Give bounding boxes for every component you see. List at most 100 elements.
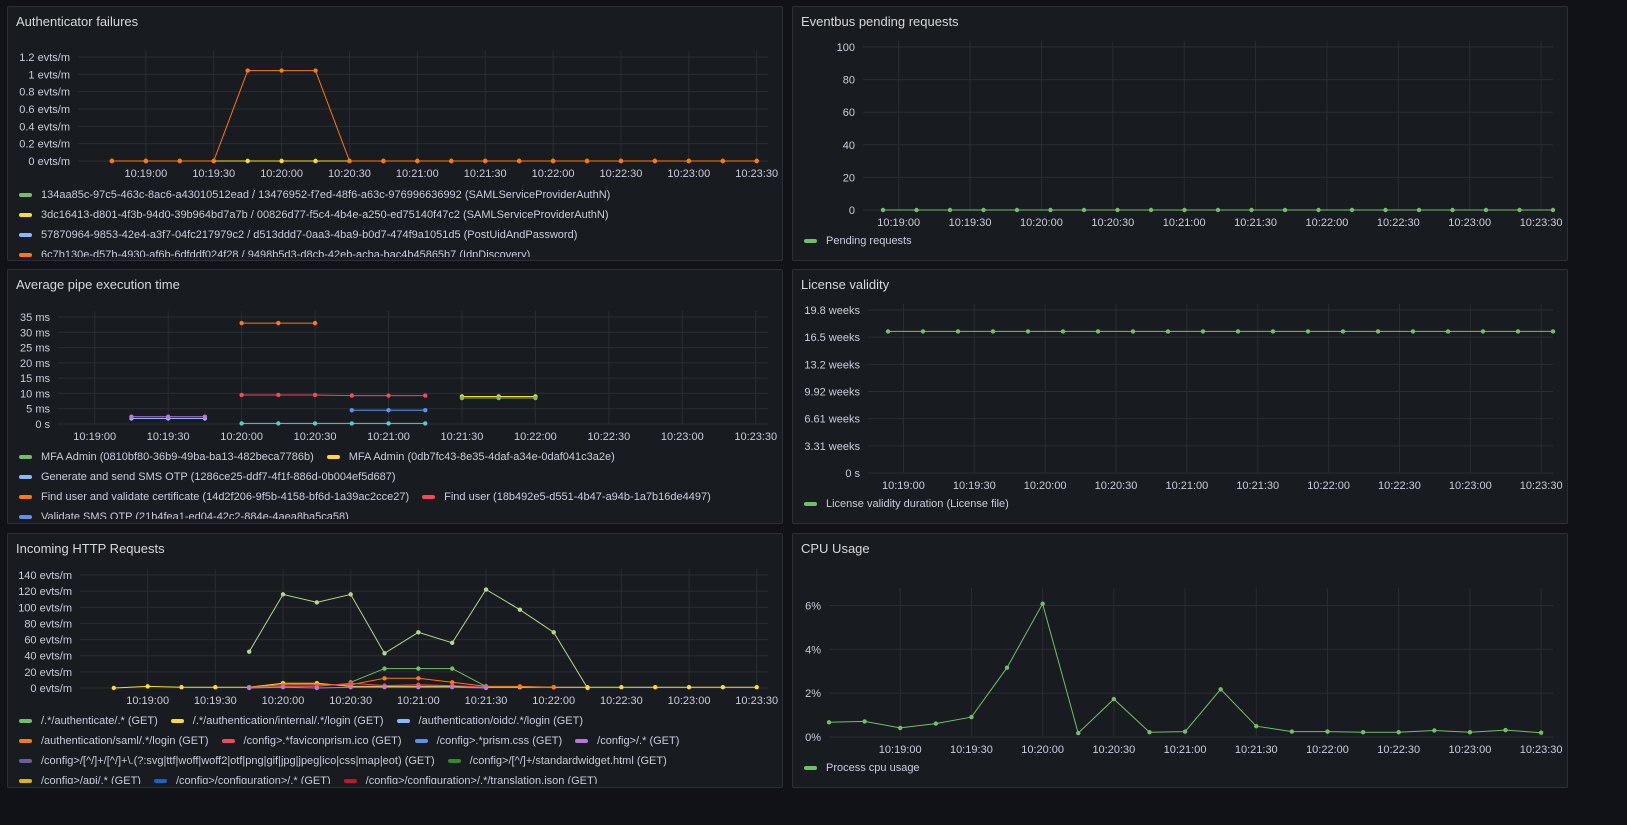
data-point[interactable] — [1081, 207, 1087, 213]
data-point[interactable] — [280, 684, 286, 690]
data-point[interactable] — [496, 395, 501, 401]
data-point[interactable] — [517, 607, 523, 612]
data-point[interactable] — [313, 68, 318, 73]
data-point[interactable] — [177, 158, 183, 164]
data-point[interactable] — [246, 649, 252, 654]
data-point[interactable] — [349, 393, 354, 398]
data-point[interactable] — [1503, 727, 1508, 733]
data-point[interactable] — [165, 414, 171, 419]
legend-item[interactable]: /config>/configuration>/.* (GET) — [151, 771, 331, 784]
data-point[interactable] — [1249, 207, 1254, 213]
data-point[interactable] — [1416, 207, 1422, 213]
data-point[interactable] — [914, 207, 919, 213]
data-point[interactable] — [386, 393, 391, 398]
data-point[interactable] — [516, 158, 522, 164]
data-point[interactable] — [1325, 729, 1330, 734]
data-point[interactable] — [1305, 329, 1311, 334]
data-point[interactable] — [416, 676, 421, 681]
data-point[interactable] — [1483, 207, 1489, 213]
data-point[interactable] — [880, 207, 886, 213]
legend-item[interactable]: /.*/authenticate/.* (GET) — [16, 711, 158, 731]
data-point[interactable] — [239, 392, 244, 398]
data-point[interactable] — [349, 421, 354, 426]
data-point[interactable] — [312, 421, 318, 426]
data-point[interactable] — [386, 421, 391, 426]
legend-item[interactable]: Pending requests — [801, 231, 912, 251]
legend-item[interactable]: /config>/[^/]+/standardwidget.html (GET) — [445, 751, 667, 771]
data-point[interactable] — [1165, 329, 1171, 334]
data-point[interactable] — [720, 684, 726, 690]
panel-title[interactable]: License validity — [801, 277, 890, 292]
legend-item[interactable]: 3dc16413-d801-4f3b-94d0-39b964bd7a7b / 0… — [16, 205, 609, 225]
series-line[interactable] — [249, 682, 487, 689]
data-point[interactable] — [1340, 329, 1346, 334]
legend-item[interactable]: 134aa85c-97c5-463c-8ac6-a43010512ead / 1… — [16, 185, 610, 205]
data-point[interactable] — [347, 158, 352, 164]
data-point[interactable] — [1289, 729, 1295, 734]
data-point[interactable] — [1111, 696, 1117, 702]
data-point[interactable] — [111, 685, 117, 691]
data-point[interactable] — [1048, 207, 1053, 213]
data-point[interactable] — [1517, 207, 1522, 213]
data-point[interactable] — [1538, 730, 1544, 735]
data-point[interactable] — [312, 392, 318, 398]
data-point[interactable] — [179, 684, 184, 690]
data-point[interactable] — [585, 684, 590, 690]
data-point[interactable] — [348, 684, 353, 690]
data-point[interactable] — [415, 158, 420, 164]
data-point[interactable] — [381, 158, 386, 164]
data-point[interactable] — [720, 158, 725, 164]
data-point[interactable] — [483, 587, 489, 592]
data-point[interactable] — [652, 158, 658, 164]
data-point[interactable] — [969, 714, 974, 720]
data-point[interactable] — [449, 684, 455, 690]
data-point[interactable] — [483, 685, 489, 691]
data-point[interactable] — [1316, 207, 1321, 213]
data-point[interactable] — [382, 676, 387, 681]
legend-item[interactable]: Validate SMS OTP (21b4fea1-ed04-42c2-884… — [16, 507, 349, 519]
series-line[interactable] — [249, 677, 554, 688]
data-point[interactable] — [1445, 329, 1451, 334]
data-point[interactable] — [211, 158, 216, 164]
data-point[interactable] — [416, 630, 421, 635]
data-point[interactable] — [618, 158, 624, 164]
data-point[interactable] — [312, 320, 318, 326]
legend-item[interactable]: /authentication/oidc/.*/login (GET) — [394, 711, 583, 731]
series-line[interactable] — [249, 686, 487, 689]
data-point[interactable] — [517, 684, 523, 689]
data-point[interactable] — [1360, 730, 1366, 735]
data-point[interactable] — [449, 158, 454, 164]
data-point[interactable] — [416, 666, 421, 671]
data-point[interactable] — [109, 158, 115, 164]
legend-item[interactable]: 6c7b130e-d57b-4930-af6b-6dfddf024f28 / 9… — [16, 245, 530, 257]
data-point[interactable] — [483, 158, 488, 164]
data-point[interactable] — [1182, 729, 1188, 734]
legend-item[interactable]: Find user (18b492e5-d551-4b47-a94b-1a7b1… — [419, 487, 711, 507]
data-point[interactable] — [239, 421, 244, 426]
data-point[interactable] — [619, 684, 624, 690]
data-point[interactable] — [239, 320, 244, 326]
legend-item[interactable]: Generate and send SMS OTP (1286ce25-ddf7… — [16, 467, 395, 487]
data-point[interactable] — [314, 600, 320, 605]
legend-item[interactable]: /.*/authentication/internal/.*/login (GE… — [168, 711, 384, 731]
data-point[interactable] — [145, 684, 150, 689]
data-point[interactable] — [1410, 329, 1416, 334]
series-line[interactable] — [113, 682, 757, 689]
data-point[interactable] — [1004, 665, 1010, 670]
data-point[interactable] — [449, 666, 455, 671]
data-point[interactable] — [1218, 687, 1223, 692]
data-point[interactable] — [349, 408, 354, 413]
data-point[interactable] — [947, 207, 953, 213]
data-point[interactable] — [382, 651, 387, 656]
data-point[interactable] — [1270, 329, 1276, 334]
data-point[interactable] — [551, 684, 556, 690]
data-point[interactable] — [584, 158, 590, 164]
data-point[interactable] — [826, 720, 832, 725]
legend-item[interactable]: Process cpu usage — [801, 758, 920, 778]
data-point[interactable] — [1480, 329, 1486, 334]
data-point[interactable] — [1383, 207, 1388, 213]
data-point[interactable] — [551, 630, 556, 635]
data-point[interactable] — [129, 414, 134, 419]
data-point[interactable] — [1076, 730, 1081, 736]
data-point[interactable] — [423, 393, 428, 398]
